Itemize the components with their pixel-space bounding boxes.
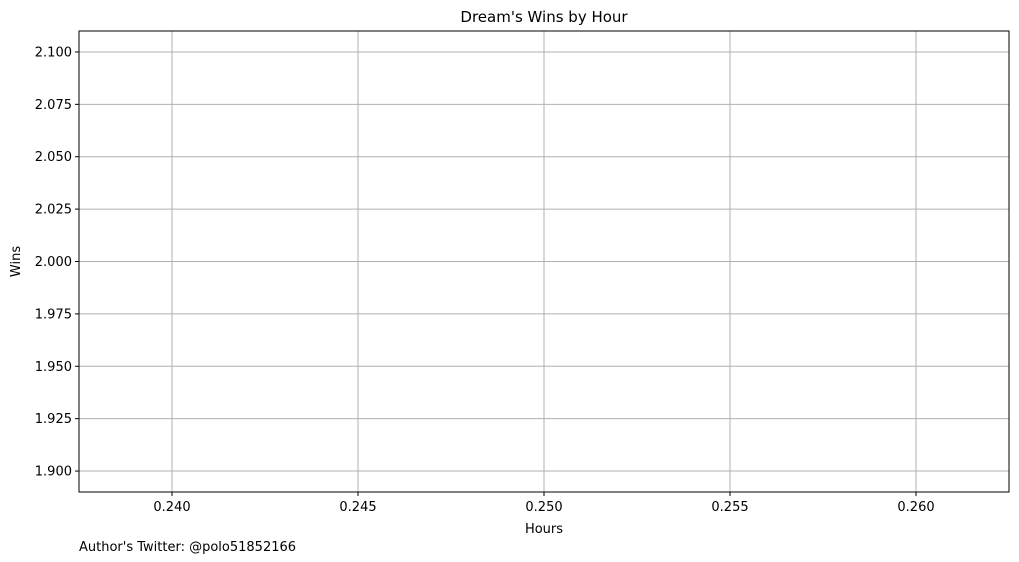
x-axis: 0.240 0.245 0.250 0.255 0.260 (153, 492, 935, 515)
y-axis-label: Wins (9, 246, 24, 277)
x-tick-label-0: 0.240 (153, 500, 190, 515)
grid (79, 31, 1009, 492)
x-tick-label-4: 0.260 (897, 500, 934, 515)
y-tick-label-6: 2.050 (35, 150, 72, 165)
y-axis: 1.900 1.925 1.950 1.975 2.000 2.025 2.050 2.075… (35, 45, 79, 480)
y-tick-label-0: 1.900 (35, 465, 72, 480)
x-tick-label-3: 0.255 (711, 500, 748, 515)
chart-title: Dream's Wins by Hour (460, 8, 628, 26)
x-tick-label-2: 0.250 (525, 500, 562, 515)
y-tick-label-4: 2.000 (35, 255, 72, 270)
x-axis-label: Hours (525, 522, 563, 537)
y-tick-label-3: 1.975 (35, 307, 72, 322)
y-tick-label-2: 1.950 (35, 360, 72, 375)
author-annotation: Author's Twitter: @polo51852166 (79, 540, 296, 555)
y-tick-label-5: 2.025 (35, 203, 72, 218)
y-tick-label-7: 2.075 (35, 98, 72, 113)
x-tick-label-1: 0.245 (339, 500, 376, 515)
y-tick-label-1: 1.925 (35, 412, 72, 427)
y-tick-label-8: 2.100 (35, 45, 72, 60)
